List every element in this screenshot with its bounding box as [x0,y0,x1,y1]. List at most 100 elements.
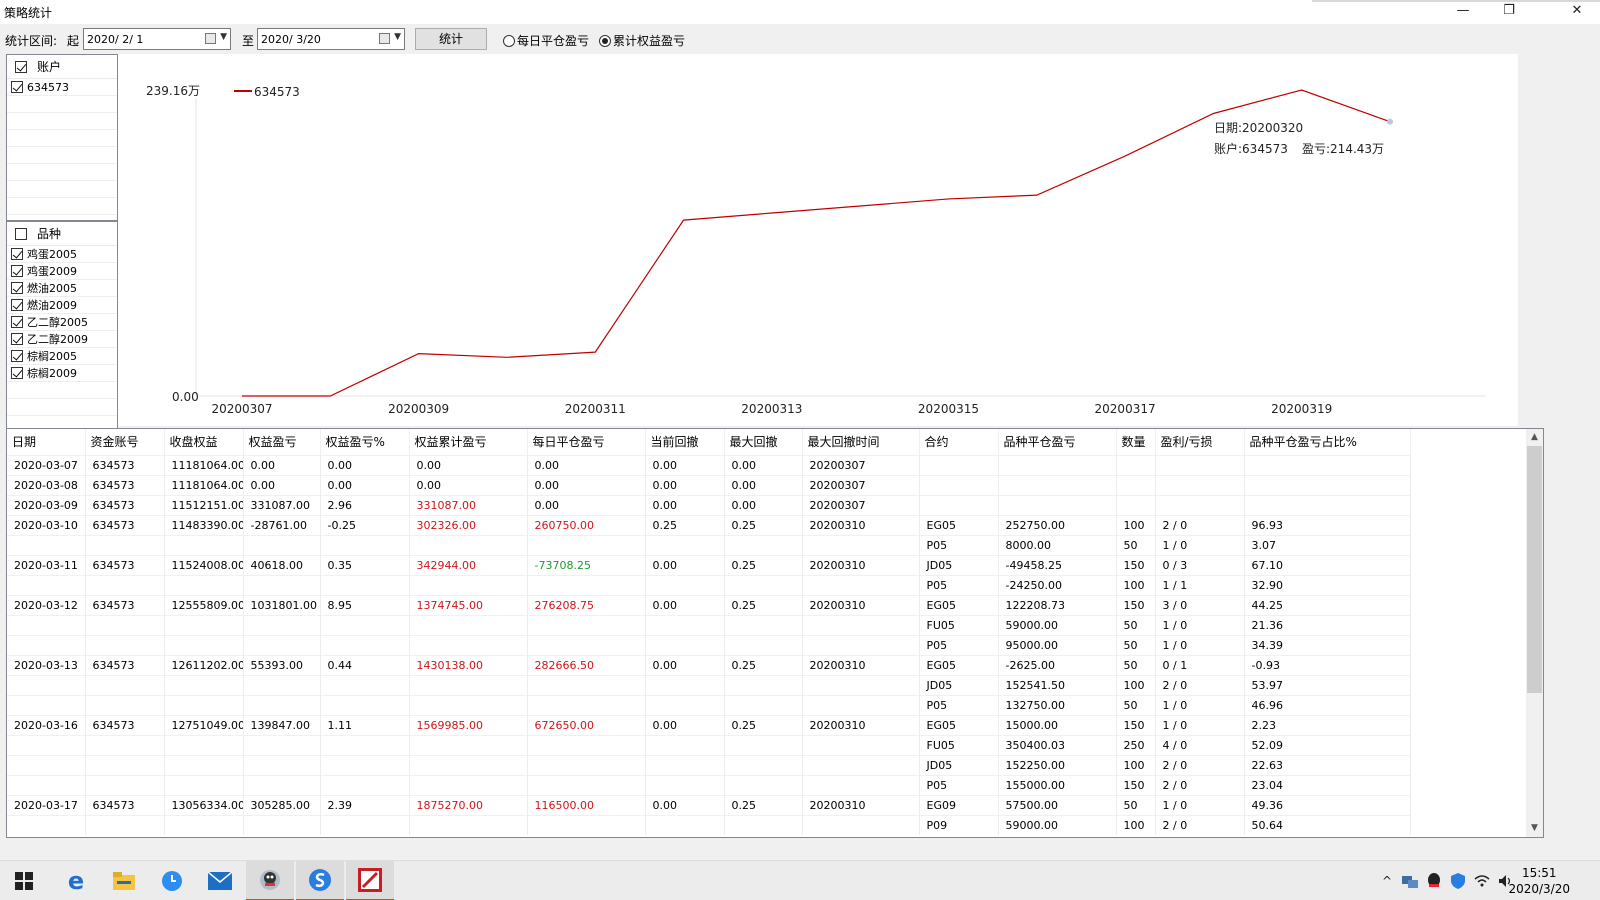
table-row[interactable]: JD05 152541.50 100 2 / 0 53.97 [7,674,1411,695]
column-header[interactable]: 每日平仓盈亏 [527,429,646,455]
checkbox[interactable] [11,367,23,379]
calendar-icon[interactable] [379,33,390,44]
column-header[interactable]: 当前回撤 [645,429,725,455]
sogou-app-icon[interactable] [296,861,344,900]
table-cell [85,754,165,775]
scroll-thumb[interactable] [1527,446,1542,693]
column-header[interactable]: 最大回撤时间 [802,429,920,455]
checkbox[interactable] [15,60,27,73]
product-list-item[interactable]: 棕榈2009 [7,365,117,382]
table-row[interactable]: 2020-03-16 634573 12751049.00 139847.00 1.11… [7,714,1411,735]
column-header[interactable]: 日期 [7,429,86,455]
stat-button[interactable]: 统计 [415,28,487,50]
column-header[interactable]: 权益盈亏 [243,429,321,455]
table-cell: 20200310 [802,794,920,815]
file-explorer-icon[interactable] [100,861,148,900]
windows-start-icon[interactable] [0,861,48,900]
product-list-item[interactable]: 燃油2009 [7,297,117,314]
table-row[interactable]: 2020-03-09 634573 11512151.00 331087.00 2.96… [7,494,1411,515]
from-date-picker[interactable]: 2020/ 2/ 1 ▼ [83,28,231,50]
radio-cumulative-pnl[interactable]: 累计权益盈亏 [599,32,685,49]
scroll-down-icon[interactable]: ▼ [1531,823,1538,833]
radio-dot[interactable] [599,34,611,47]
table-row[interactable]: 2020-03-10 634573 11483390.00 -28761.00 -0.2… [7,514,1411,535]
table-cell [320,674,410,695]
column-header[interactable]: 最大回撤 [724,429,803,455]
edge-browser-icon[interactable]: e [67,867,85,895]
product-list-item[interactable]: 鸡蛋2005 [7,246,117,263]
qq-app-icon[interactable] [246,861,294,900]
radio-dot[interactable] [503,34,515,47]
column-header[interactable]: 资金账号 [85,429,165,455]
column-header[interactable]: 收盘权益 [164,429,244,455]
clock-app-icon[interactable] [148,861,196,900]
product-list-item[interactable]: 棕榈2005 [7,348,117,365]
checkbox[interactable] [15,227,27,240]
account-list-header[interactable]: 账户 [7,55,117,79]
chevron-down-icon[interactable]: ▼ [394,32,401,42]
table-row[interactable]: P05 -24250.00 100 1 / 1 32.90 [7,574,1411,595]
account-list-item[interactable]: 634573 [7,79,117,96]
table-row[interactable]: 2020-03-13 634573 12611202.00 55393.00 0.44 1… [7,654,1411,675]
table-cell: 2020-03-12 [7,594,86,615]
checkbox[interactable] [11,333,23,345]
volume-icon[interactable] [1496,861,1516,900]
table-row[interactable]: P05 155000.00 150 2 / 0 23.04 [7,774,1411,795]
product-list-item[interactable]: 燃油2005 [7,280,117,297]
table-row[interactable]: P09 59000.00 100 2 / 0 50.64 [7,814,1411,835]
column-header[interactable]: 合约 [919,429,999,455]
column-header[interactable]: 盈利/亏损 [1155,429,1245,455]
table-row[interactable]: JD05 152250.00 100 2 / 0 22.63 [7,754,1411,775]
column-header[interactable]: 品种平仓盈亏占比% [1244,429,1411,455]
shield-icon[interactable] [1448,861,1468,900]
network-drive-icon[interactable] [1400,861,1420,900]
product-list-item[interactable]: 鸡蛋2009 [7,263,117,280]
column-header[interactable]: 品种平仓盈亏 [998,429,1117,455]
close-button[interactable]: ✕ [1571,3,1583,18]
vertical-scrollbar[interactable]: ▲ ▼ [1526,429,1543,837]
checkbox[interactable] [11,299,23,311]
table-row[interactable]: 2020-03-08 634573 11181064.00 0.00 0.00 0.00 0… [7,474,1411,495]
from-date-value: 2020/ 2/ 1 [87,33,144,46]
table-row[interactable]: 2020-03-17 634573 13056334.00 305285.00 2.39… [7,794,1411,815]
product-item-label: 乙二醇2009 [27,333,88,346]
checkbox[interactable] [11,81,23,93]
product-list-header[interactable]: 品种 [7,222,117,246]
checkbox[interactable] [11,248,23,260]
account-item-label: 634573 [27,80,69,94]
mail-icon[interactable] [196,861,244,900]
window-title: 策略统计 [4,6,53,20]
table-row[interactable]: FU05 350400.03 250 4 / 0 52.09 [7,734,1411,755]
table-cell: 8000.00 [998,534,1117,555]
strategy-app-icon[interactable] [346,861,394,900]
table-row[interactable]: FU05 59000.00 50 1 / 0 21.36 [7,614,1411,635]
column-header[interactable]: 数量 [1116,429,1156,455]
checkbox[interactable] [11,350,23,362]
chevron-down-icon[interactable]: ▼ [220,32,227,42]
scroll-up-icon[interactable]: ▲ [1531,432,1538,442]
qq-tray-icon[interactable] [1424,861,1444,900]
table-row[interactable]: P05 8000.00 50 1 / 0 3.07 [7,534,1411,555]
restore-button[interactable]: ❐ [1503,3,1515,18]
checkbox[interactable] [11,316,23,328]
table-cell: 116500.00 [527,794,646,815]
table-row[interactable]: 2020-03-07 634573 11181064.00 0.00 0.00 0.00 0… [7,454,1411,475]
minimize-button[interactable]: — [1456,3,1470,18]
product-list-item[interactable]: 乙二醇2005 [7,314,117,331]
table-row[interactable]: P05 95000.00 50 1 / 0 34.39 [7,634,1411,655]
column-header[interactable]: 权益盈亏% [320,429,410,455]
to-date-picker[interactable]: 2020/ 3/20 ▼ [257,28,405,50]
chevron-up-icon[interactable]: ^ [1381,874,1393,888]
radio-daily-pnl[interactable]: 每日平仓盈亏 [503,32,589,49]
checkbox[interactable] [11,265,23,277]
table-row[interactable]: 2020-03-12 634573 12555809.00 1031801.00 8.9… [7,594,1411,615]
table-row[interactable]: P05 132750.00 50 1 / 0 46.96 [7,694,1411,715]
table-cell [320,734,410,755]
wifi-icon[interactable] [1472,861,1492,900]
column-header[interactable]: 权益累计盈亏 [409,429,528,455]
checkbox[interactable] [11,282,23,294]
calendar-icon[interactable] [205,33,216,44]
table-row[interactable]: 2020-03-11 634573 11524008.00 40618.00 0.35 3… [7,554,1411,575]
system-clock[interactable]: 15:51 2020/3/20 [1508,865,1570,897]
product-list-item[interactable]: 乙二醇2009 [7,331,117,348]
